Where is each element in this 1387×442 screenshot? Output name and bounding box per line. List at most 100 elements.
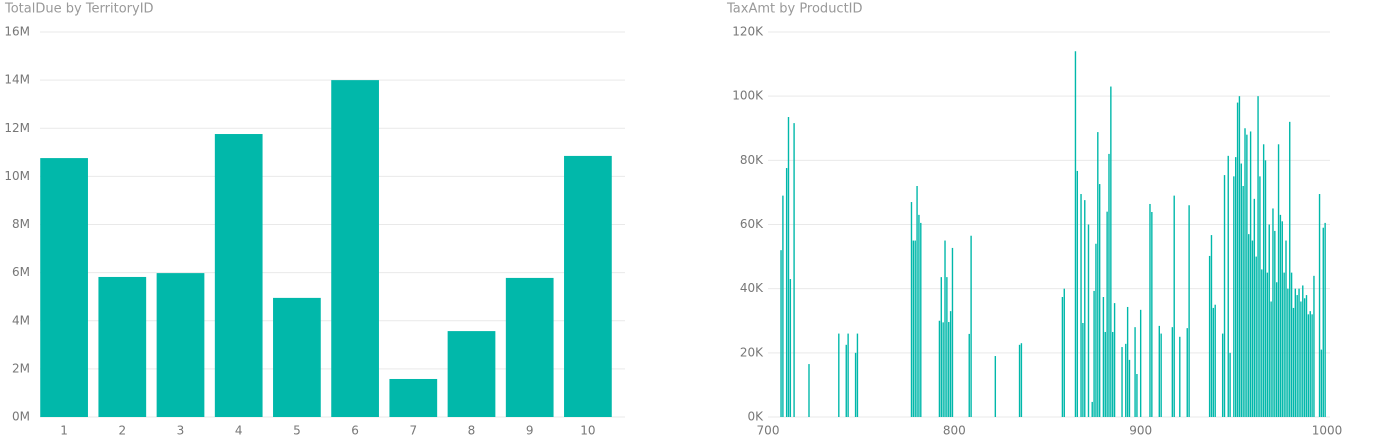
y-tick-label: 80K xyxy=(740,153,764,167)
bar xyxy=(951,247,954,417)
y-tick-label: 6M xyxy=(12,265,30,279)
bar xyxy=(1307,314,1310,417)
bar xyxy=(1227,155,1229,417)
bar xyxy=(910,202,913,417)
bar xyxy=(1287,288,1289,417)
bar xyxy=(1229,352,1231,417)
bar xyxy=(1266,272,1269,417)
bar xyxy=(1300,301,1302,417)
bar xyxy=(1080,194,1082,417)
bar xyxy=(793,123,795,417)
bar xyxy=(1097,132,1099,417)
bar xyxy=(1255,256,1257,417)
bar xyxy=(916,186,918,417)
bar xyxy=(1294,288,1297,417)
y-tick-label: 120K xyxy=(732,25,764,39)
bar xyxy=(1281,221,1283,417)
x-tick-label: 8 xyxy=(468,424,476,438)
bar xyxy=(1110,86,1112,418)
bar xyxy=(782,195,784,417)
bar xyxy=(1244,128,1246,417)
bar xyxy=(1303,298,1306,417)
bar xyxy=(1248,234,1250,417)
bar xyxy=(1149,203,1151,417)
bar xyxy=(1121,347,1123,417)
x-tick-label: 7 xyxy=(409,424,417,438)
y-tick-label: 20K xyxy=(740,345,764,359)
bar xyxy=(331,80,379,417)
bar xyxy=(1262,144,1265,417)
bar xyxy=(1106,211,1108,417)
bar xyxy=(1264,160,1267,418)
bar xyxy=(948,322,950,417)
bar xyxy=(1074,51,1077,417)
y-tick-label: 8M xyxy=(12,217,30,231)
bar xyxy=(1272,208,1274,417)
bar xyxy=(1018,344,1021,417)
bar xyxy=(1063,288,1065,417)
y-tick-label: 0M xyxy=(12,410,30,424)
bar xyxy=(780,250,782,417)
bar xyxy=(1160,333,1162,417)
bar xyxy=(1098,184,1101,417)
bar xyxy=(1270,301,1272,417)
bar xyxy=(970,235,972,417)
bar xyxy=(1136,374,1138,417)
bar xyxy=(1128,359,1131,417)
bar xyxy=(1108,153,1110,417)
x-tick-label: 800 xyxy=(943,424,966,438)
bar xyxy=(1236,102,1239,417)
x-tick-label: 6 xyxy=(351,424,359,438)
bar xyxy=(1259,176,1261,417)
bar xyxy=(1173,195,1175,417)
bar xyxy=(1126,306,1129,417)
bar xyxy=(447,331,496,417)
y-tick-label: 0K xyxy=(747,410,764,424)
bar xyxy=(1251,240,1254,417)
bar xyxy=(1125,343,1127,417)
bar xyxy=(912,240,915,417)
bar xyxy=(1289,121,1291,417)
y-tick-label: 60K xyxy=(740,217,764,231)
x-tick-label: 1000 xyxy=(1312,424,1343,438)
bar xyxy=(1274,230,1276,417)
bar xyxy=(1093,290,1095,417)
bar xyxy=(838,333,840,417)
bar xyxy=(1249,131,1252,418)
bar xyxy=(946,277,948,417)
bar xyxy=(1318,194,1321,417)
bar xyxy=(789,279,792,417)
y-tick-label: 10M xyxy=(4,169,30,183)
bar xyxy=(920,222,922,417)
chart-title: TaxAmt by ProductID xyxy=(726,2,863,17)
bar xyxy=(1313,275,1315,417)
bar xyxy=(1171,327,1174,417)
bar xyxy=(1298,288,1300,417)
bar xyxy=(1261,269,1263,417)
bar xyxy=(1020,343,1023,417)
x-tick-label: 4 xyxy=(235,424,243,438)
bar xyxy=(1290,272,1293,417)
bar xyxy=(1084,200,1086,417)
bar xyxy=(1268,224,1270,417)
y-tick-label: 2M xyxy=(12,361,30,375)
bar xyxy=(1285,240,1287,417)
bar xyxy=(1302,285,1304,417)
bar xyxy=(1104,331,1106,417)
bar xyxy=(1233,176,1235,417)
chart-title: TotalDue by TerritoryID xyxy=(4,2,154,17)
bar xyxy=(1221,333,1224,417)
bar xyxy=(856,333,859,417)
bar xyxy=(1214,304,1216,417)
bar xyxy=(1309,311,1311,417)
bar xyxy=(1277,144,1280,417)
bar xyxy=(1179,336,1181,417)
bar xyxy=(918,214,920,417)
bar xyxy=(1061,297,1064,417)
bar xyxy=(98,276,147,417)
bar xyxy=(1320,349,1323,417)
bar xyxy=(1275,282,1278,417)
bar xyxy=(40,158,88,417)
bar xyxy=(564,155,612,417)
bar xyxy=(1112,331,1114,417)
